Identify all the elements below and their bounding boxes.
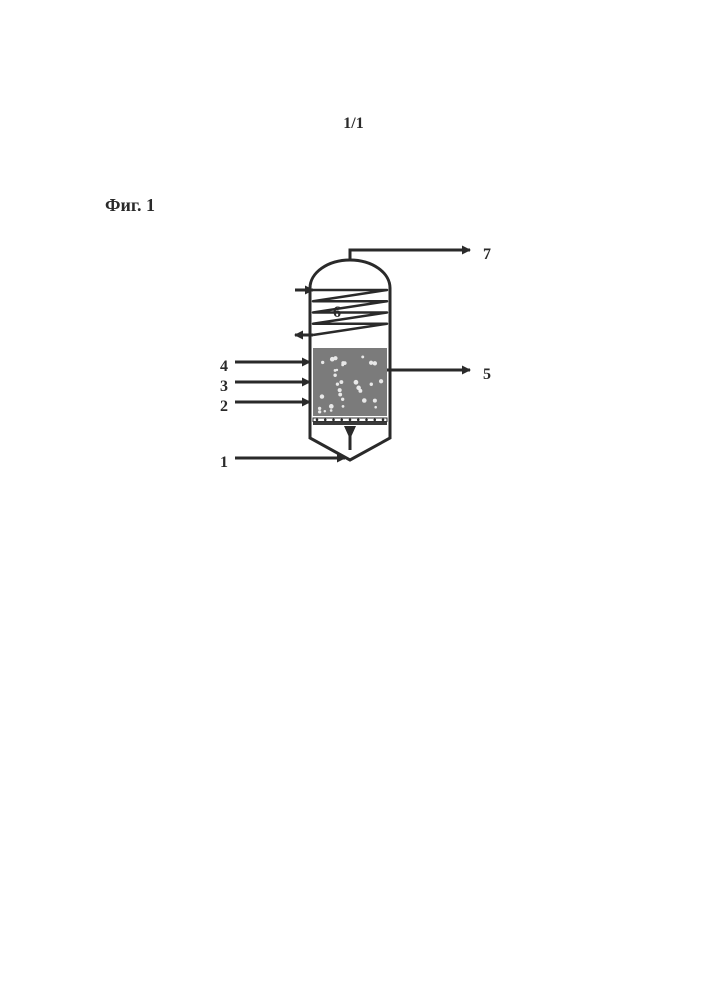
stream-label-6: 6: [333, 304, 341, 322]
stream-label-1: 1: [220, 454, 228, 472]
stream-label-2: 2: [220, 398, 228, 416]
stream-label-4: 4: [220, 358, 228, 376]
reactor-diagram: [225, 240, 505, 500]
figure-caption: Фиг. 1: [105, 195, 155, 216]
diagram-svg: [225, 240, 505, 500]
page-number: 1/1: [0, 115, 707, 133]
stream-label-7: 7: [483, 246, 491, 264]
stream-label-3: 3: [220, 378, 228, 396]
stream-label-5: 5: [483, 366, 491, 384]
